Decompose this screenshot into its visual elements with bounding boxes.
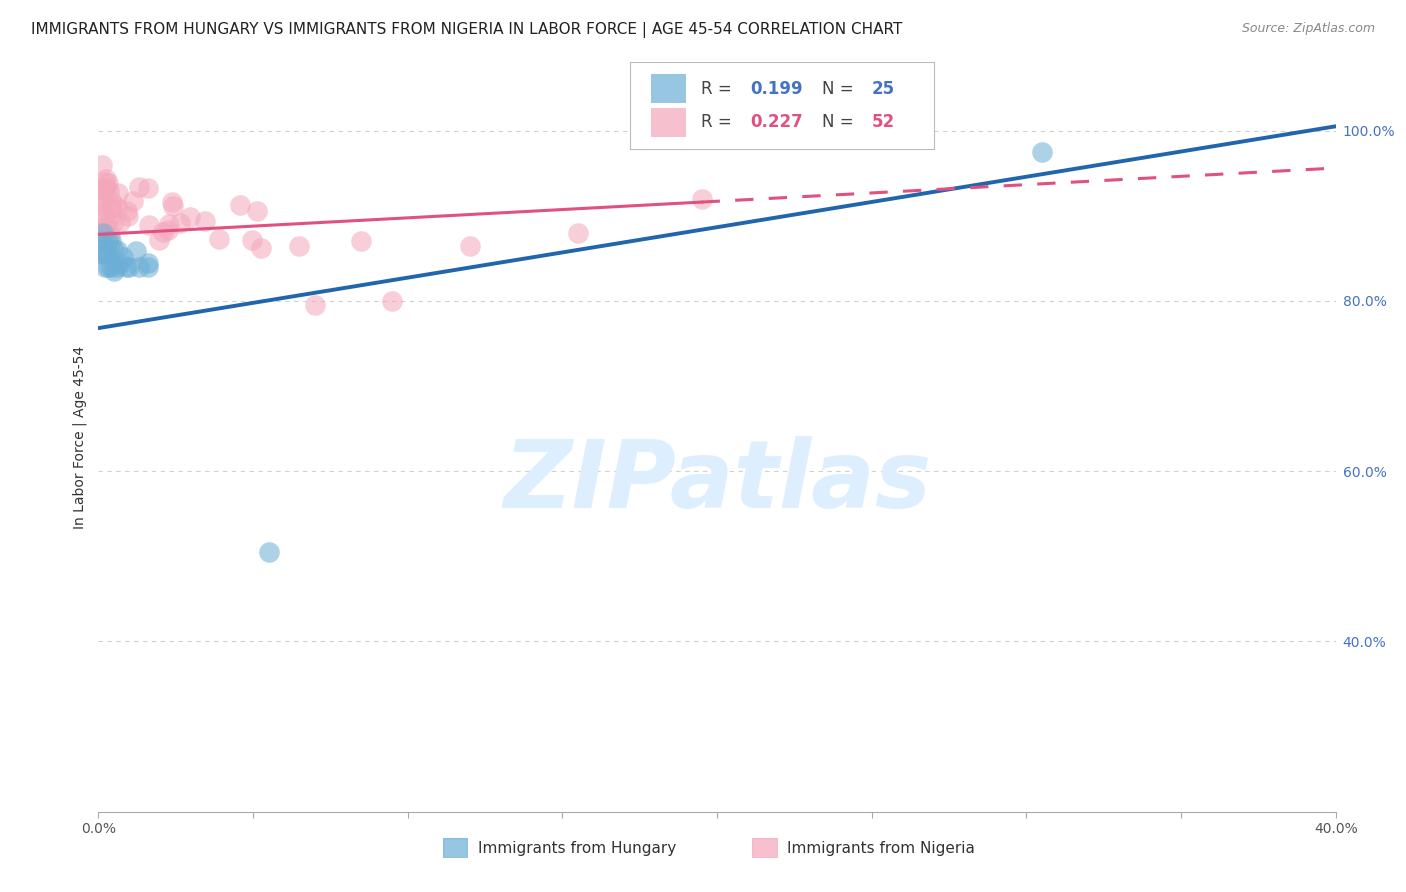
Point xyxy=(157,223,180,237)
Point xyxy=(98,227,121,242)
Point xyxy=(118,260,141,274)
Text: N =: N = xyxy=(823,113,859,131)
Point xyxy=(169,216,191,230)
Point xyxy=(105,260,128,274)
Point xyxy=(1031,145,1053,159)
Point xyxy=(381,293,404,308)
Point xyxy=(90,243,112,257)
Point xyxy=(91,220,114,235)
Point xyxy=(138,218,160,232)
Point xyxy=(98,184,121,198)
Point xyxy=(208,232,231,246)
Point xyxy=(103,243,125,257)
Point xyxy=(108,215,131,229)
Point xyxy=(101,216,124,230)
Point xyxy=(91,226,114,240)
Point xyxy=(94,181,117,195)
Point xyxy=(179,211,201,225)
Point xyxy=(128,260,150,274)
Point xyxy=(93,182,115,196)
Point xyxy=(97,247,120,261)
Text: 25: 25 xyxy=(872,79,894,97)
Point xyxy=(93,209,115,223)
Point xyxy=(89,234,111,248)
Point xyxy=(288,238,311,252)
Text: R =: R = xyxy=(702,79,737,97)
Text: Immigrants from Nigeria: Immigrants from Nigeria xyxy=(787,841,976,855)
Point xyxy=(101,194,124,209)
Point xyxy=(89,182,111,196)
Point xyxy=(97,260,120,274)
Point xyxy=(128,180,150,194)
Point xyxy=(96,172,118,186)
Point xyxy=(458,238,481,252)
Point xyxy=(136,255,159,269)
Point xyxy=(148,233,170,247)
Point xyxy=(157,218,180,232)
Text: Source: ZipAtlas.com: Source: ZipAtlas.com xyxy=(1241,22,1375,36)
Point xyxy=(136,260,159,274)
Point xyxy=(242,233,264,247)
Text: 0.227: 0.227 xyxy=(751,113,803,131)
Point xyxy=(257,545,280,559)
Text: N =: N = xyxy=(823,79,859,97)
Point xyxy=(90,158,112,172)
Point xyxy=(122,194,145,209)
Point xyxy=(100,200,122,214)
Point xyxy=(103,264,125,278)
Point xyxy=(162,199,184,213)
Text: R =: R = xyxy=(702,113,737,131)
Point xyxy=(194,214,217,228)
Point xyxy=(97,216,120,230)
Point xyxy=(93,228,115,243)
Point xyxy=(229,198,252,212)
Text: 52: 52 xyxy=(872,113,894,131)
Point xyxy=(94,175,117,189)
Point xyxy=(117,209,139,223)
Point xyxy=(93,260,115,274)
Point xyxy=(91,193,114,207)
Point xyxy=(690,192,713,206)
Point xyxy=(107,186,129,200)
FancyBboxPatch shape xyxy=(651,74,686,103)
Text: Immigrants from Hungary: Immigrants from Hungary xyxy=(478,841,676,855)
Point xyxy=(89,201,111,215)
Point xyxy=(152,226,174,240)
Point xyxy=(97,177,120,191)
Point xyxy=(97,234,120,248)
Point xyxy=(246,204,269,219)
Point xyxy=(115,204,138,219)
Text: IMMIGRANTS FROM HUNGARY VS IMMIGRANTS FROM NIGERIA IN LABOR FORCE | AGE 45-54 CO: IMMIGRANTS FROM HUNGARY VS IMMIGRANTS FR… xyxy=(31,22,903,38)
Text: ZIPatlas: ZIPatlas xyxy=(503,436,931,528)
Point xyxy=(350,234,373,248)
Point xyxy=(250,241,273,255)
Point xyxy=(96,228,118,243)
Point xyxy=(93,247,115,261)
Point xyxy=(90,247,112,261)
Point xyxy=(304,298,326,312)
Point xyxy=(94,220,117,235)
Point xyxy=(105,243,128,257)
Point xyxy=(89,199,111,213)
Point xyxy=(112,250,135,264)
Point xyxy=(105,200,128,214)
FancyBboxPatch shape xyxy=(651,108,686,136)
FancyBboxPatch shape xyxy=(630,62,934,149)
Point xyxy=(567,226,589,240)
Point xyxy=(160,195,183,210)
Point xyxy=(100,234,122,248)
Point xyxy=(100,260,122,274)
Point xyxy=(100,201,122,215)
Point xyxy=(108,255,131,269)
Point xyxy=(124,244,146,259)
Point xyxy=(115,260,138,274)
Point xyxy=(138,181,160,195)
Text: 0.199: 0.199 xyxy=(751,79,803,97)
Y-axis label: In Labor Force | Age 45-54: In Labor Force | Age 45-54 xyxy=(73,345,87,529)
